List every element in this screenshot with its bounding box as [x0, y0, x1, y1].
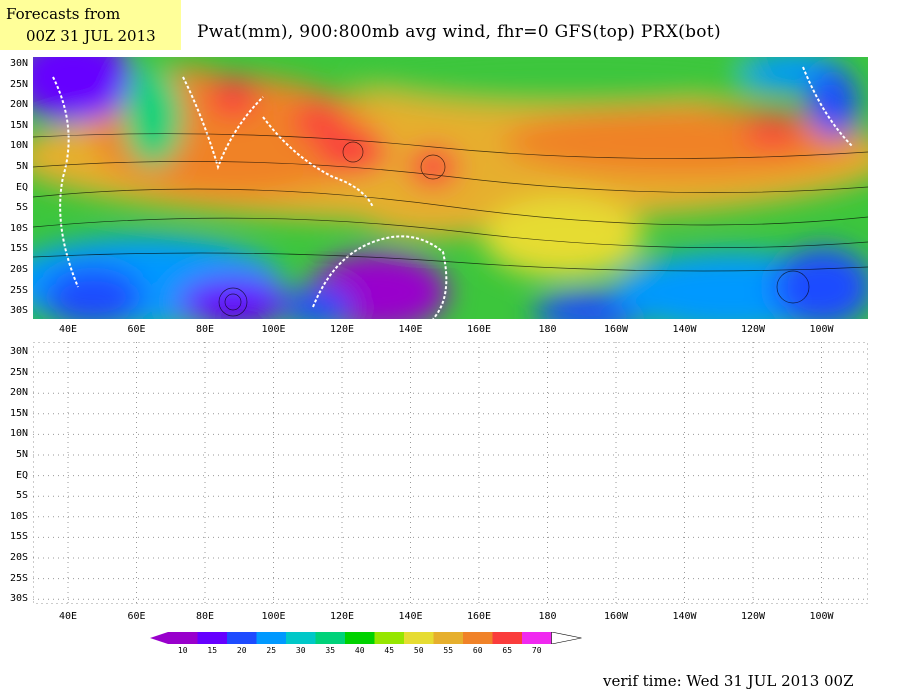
bottom-lat-label-8: 10S — [9, 510, 28, 522]
colorbar-right-triangle — [551, 632, 582, 644]
bottom-lat-label-7: 5S — [15, 490, 28, 502]
bottom-lon-label-6: 160E — [466, 611, 492, 622]
top-lat-label-9: 15S — [9, 243, 28, 255]
bottom-lat-label-4: 10N — [9, 428, 28, 440]
colorbar-segment — [374, 632, 404, 644]
top-lon-label-3: 100E — [261, 324, 286, 335]
top-lon-label-7: 180 — [538, 324, 557, 335]
bottom-lon-label-7: 180 — [538, 611, 557, 622]
colorbar-label-6: 40 — [354, 646, 365, 655]
bottom-lat-label-2: 20N — [9, 387, 28, 399]
top-lat-label-6: EQ — [15, 181, 28, 193]
bottom-lat-label-6: EQ — [15, 469, 28, 481]
verif-time: verif time: Wed 31 JUL 2013 00Z — [603, 672, 854, 690]
top-lon-label-2: 80E — [195, 324, 215, 335]
top-lon-label-11: 100W — [809, 324, 834, 335]
bottom-lon-label-10: 120W — [740, 611, 766, 622]
top-lat-label-8: 10S — [9, 222, 28, 234]
colorbar-segment — [463, 632, 493, 644]
bottom-lon-label-4: 120E — [329, 611, 355, 622]
bottom-lon-label-5: 140E — [398, 611, 423, 622]
colorbar-label-10: 60 — [472, 646, 483, 655]
forecast-line-2: 00Z 31 JUL 2013 — [26, 27, 156, 45]
pwat-colorbar — [150, 632, 582, 644]
colorbar-segment — [286, 632, 316, 644]
top-lat-label-5: 5N — [15, 161, 28, 172]
bottom-lat-label-9: 15S — [9, 531, 28, 543]
top-lon-label-1: 60E — [127, 324, 146, 335]
colorbar-segment — [404, 632, 434, 644]
bottom-lon-label-2: 80E — [195, 611, 215, 622]
top-lon-label-0: 40E — [58, 324, 78, 335]
bottom-lat-label-12: 30S — [9, 593, 28, 605]
colorbar-segment — [522, 632, 552, 644]
top-lat-label-4: 10N — [9, 140, 28, 152]
bottom-lon-label-11: 100W — [809, 611, 834, 622]
colorbar-label-7: 45 — [384, 646, 395, 655]
gfs-pwat-field — [33, 57, 868, 319]
top-lon-label-8: 160W — [603, 324, 629, 335]
top-lat-label-12: 30S — [9, 305, 28, 317]
top-lat-label-2: 20N — [9, 99, 28, 111]
bottom-lon-label-3: 100E — [261, 611, 286, 622]
top-lat-label-7: 5S — [15, 202, 28, 214]
colorbar-segment — [315, 632, 345, 644]
top-lat-label-0: 30N — [9, 58, 28, 69]
colorbar-label-8: 50 — [413, 646, 424, 655]
top-lat-label-10: 20S — [9, 264, 28, 275]
top-lon-label-4: 120E — [329, 324, 355, 335]
bottom-lon-label-1: 60E — [127, 611, 146, 622]
colorbar-segment — [168, 632, 198, 644]
colorbar-label-2: 20 — [236, 646, 247, 655]
colorbar-left-triangle — [150, 632, 168, 644]
colorbar-label-5: 35 — [325, 646, 336, 655]
colorbar-segment — [197, 632, 227, 644]
bottom-lon-label-8: 160W — [603, 611, 629, 622]
colorbar-segment — [256, 632, 286, 644]
top-lon-label-10: 120W — [740, 324, 766, 335]
bottom-lat-label-11: 25S — [9, 572, 28, 584]
top-lon-label-6: 160E — [466, 324, 492, 335]
colorbar-segment — [433, 632, 463, 644]
prx-empty-grid — [33, 342, 868, 604]
top-lat-label-1: 25N — [9, 78, 28, 90]
bottom-lat-label-3: 15N — [9, 407, 28, 419]
gfs-map-panel — [33, 57, 868, 319]
bottom-lon-label-0: 40E — [58, 611, 78, 622]
colorbar-segment — [345, 632, 375, 644]
bottom-lat-label-1: 25N — [9, 366, 28, 378]
colorbar-segment — [227, 632, 257, 644]
colorbar-label-1: 15 — [207, 646, 218, 655]
prx-map-panel — [33, 342, 868, 604]
colorbar-label-0: 10 — [177, 646, 188, 655]
colorbar-label-4: 30 — [295, 646, 306, 655]
top-lon-label-5: 140E — [398, 324, 423, 335]
colorbar-label-9: 55 — [443, 646, 454, 655]
colorbar-label-3: 25 — [266, 646, 277, 655]
top-lat-label-3: 15N — [9, 119, 28, 131]
top-lon-label-9: 140W — [672, 324, 697, 335]
map-title: Pwat(mm), 900:800mb avg wind, fhr=0 GFS(… — [197, 22, 721, 42]
colorbar-label-11: 65 — [502, 646, 513, 655]
bottom-lon-label-9: 140W — [672, 611, 697, 622]
grid-border — [33, 342, 868, 604]
colorbar-label-12: 70 — [531, 646, 542, 655]
bottom-lat-label-5: 5N — [15, 449, 28, 460]
forecast-line-1: Forecasts from — [6, 5, 121, 23]
forecast-init-box: Forecasts from 00Z 31 JUL 2013 — [0, 0, 181, 50]
bottom-lat-label-0: 30N — [9, 346, 28, 357]
colorbar-segment — [492, 632, 522, 644]
bottom-lat-label-10: 20S — [9, 552, 28, 563]
top-lat-label-11: 25S — [9, 284, 28, 296]
